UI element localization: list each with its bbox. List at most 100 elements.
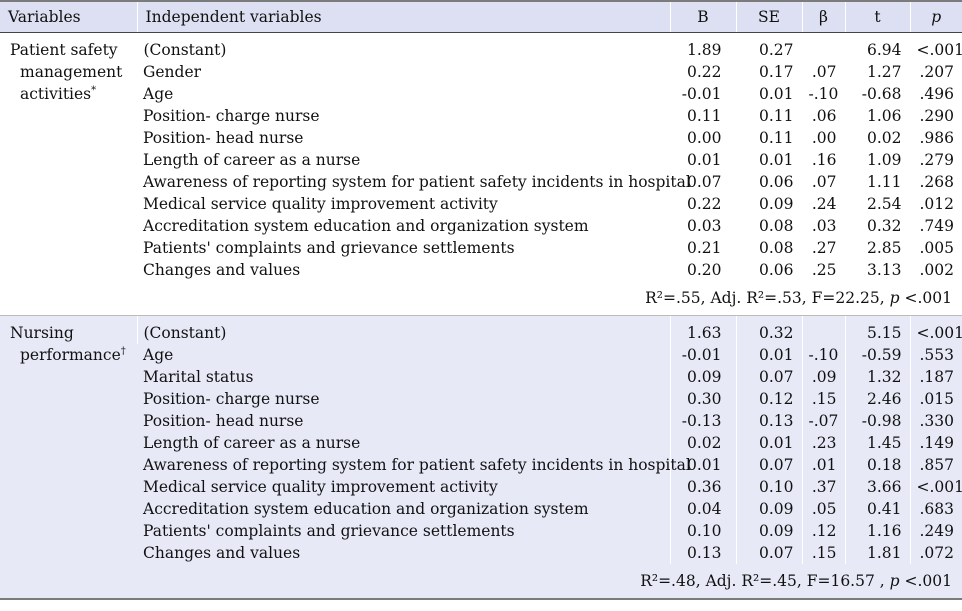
cell-p: .249 [909, 520, 962, 542]
cell-beta: .15 [801, 388, 845, 410]
cell-b: 1.63 [669, 315, 736, 344]
cell-b: 0.36 [669, 476, 736, 498]
cell-se: 0.01 [735, 432, 802, 454]
p-label: p [889, 572, 900, 590]
summary-row: R²=.48, Adj. R²=.45, F=16.57 , p <.001 [0, 564, 962, 599]
cell-variable: Accreditation system education and organ… [143, 217, 589, 235]
cell-variable: (Constant) [136, 32, 670, 61]
table-row: Awareness of reporting system for patien… [0, 454, 962, 476]
cell-t: 0.41 [844, 498, 910, 520]
cell-beta: .09 [801, 366, 845, 388]
cell-p: .012 [909, 193, 962, 215]
table-row: Accreditation system education and organ… [0, 215, 962, 237]
cell-se: 0.11 [735, 127, 802, 149]
table-row: Marital status 0.09 0.07.09 1.32.187 [0, 366, 962, 388]
cell-beta: .00 [801, 127, 845, 149]
cell-se: 0.06 [735, 259, 802, 281]
header-p: p [909, 0, 962, 33]
cell-se: 0.12 [735, 388, 802, 410]
p-label: p [889, 289, 900, 307]
cell-b: -0.13 [669, 410, 736, 432]
cell-b: 0.13 [669, 542, 736, 564]
cell-p: .496 [909, 83, 962, 105]
cell-beta: .07 [801, 61, 845, 83]
cell-t: 6.94 [844, 32, 910, 61]
cell-b: 1.89 [669, 32, 736, 61]
cell-t: 2.46 [844, 388, 910, 410]
cell-beta: .23 [801, 432, 845, 454]
table-row: Patients' complaints and grievance settl… [0, 520, 962, 542]
cell-beta: .07 [801, 171, 845, 193]
header-b: B [669, 0, 736, 33]
cell-b: 0.00 [669, 127, 736, 149]
cell-variable: Awareness of reporting system for patien… [143, 173, 691, 191]
cell-beta [801, 32, 845, 61]
table-row: Position- head nurse 0.00 0.11.00 0.02.986 [0, 127, 962, 149]
table-row: Changes and values 0.20 0.06.25 3.13.002 [0, 259, 962, 281]
cell-t: 2.85 [844, 237, 910, 259]
cell-se: 0.11 [735, 105, 802, 127]
cell-variable: Awareness of reporting system for patien… [143, 456, 691, 474]
cell-p: .002 [909, 259, 962, 281]
cell-p: .986 [909, 127, 962, 149]
cell-variable: Position- head nurse [143, 412, 304, 430]
cell-t: 1.06 [844, 105, 910, 127]
p-value: <.001 [904, 289, 953, 307]
cell-se: 0.01 [735, 344, 802, 366]
cell-se: 0.01 [735, 149, 802, 171]
cell-variable: Medical service quality improvement acti… [143, 195, 498, 213]
cell-beta: .06 [801, 105, 845, 127]
cell-variable: Length of career as a nurse [143, 434, 361, 452]
cell-beta: -.10 [801, 83, 845, 105]
cell-t: 1.16 [844, 520, 910, 542]
cell-se: 0.07 [735, 454, 802, 476]
summary-row: R²=.55, Adj. R²=.53, F=22.25, p <.001 [0, 281, 962, 316]
cell-se: 0.01 [735, 83, 802, 105]
cell-variable: Gender [143, 63, 202, 81]
group-label-mark: * [91, 84, 97, 96]
cell-b: -0.01 [669, 83, 736, 105]
cell-b: -0.01 [669, 344, 736, 366]
cell-beta: .15 [801, 542, 845, 564]
cell-t: 3.66 [844, 476, 910, 498]
cell-t: 3.13 [844, 259, 910, 281]
cell-se: 0.09 [735, 498, 802, 520]
group-label-mark: † [120, 345, 126, 357]
cell-variable: Marital status [143, 368, 254, 386]
cell-variable: Position- charge nurse [143, 390, 320, 408]
cell-p: .268 [909, 171, 962, 193]
cell-beta: .12 [801, 520, 845, 542]
cell-p: .015 [909, 388, 962, 410]
header-se: SE [735, 0, 802, 33]
p-value: <.001 [904, 572, 953, 590]
group-label: Nursing performance† [0, 315, 137, 599]
model-fit: R²=.48, Adj. R²=.45, F=16.57 , [640, 572, 885, 590]
cell-t: 5.15 [844, 315, 910, 344]
cell-se: 0.08 [735, 215, 802, 237]
cell-beta: .05 [801, 498, 845, 520]
model-summary: R²=.55, Adj. R²=.53, F=22.25, p <.001 [137, 281, 962, 316]
group-label-line1: Nursing [10, 324, 74, 342]
cell-b: 0.07 [669, 171, 736, 193]
cell-beta: -.10 [801, 344, 845, 366]
cell-p: .072 [909, 542, 962, 564]
table-row: Medical service quality improvement acti… [0, 476, 962, 498]
cell-p: .749 [909, 215, 962, 237]
table-row: Patients' complaints and grievance settl… [0, 237, 962, 259]
cell-se: 0.09 [735, 193, 802, 215]
cell-beta: .16 [801, 149, 845, 171]
cell-t: 1.45 [844, 432, 910, 454]
table-row: Nursing performance† (Constant) 1.63 0.32 5.1… [0, 315, 962, 599]
cell-se: 0.07 [735, 542, 802, 564]
header-independent: Independent variables [136, 0, 670, 33]
cell-beta: .03 [801, 215, 845, 237]
cell-t: 0.18 [844, 454, 910, 476]
cell-variable: Age [143, 346, 174, 364]
cell-variable: Medical service quality improvement acti… [143, 478, 498, 496]
group-label: Patient safety management activities* [0, 33, 137, 316]
cell-beta: -.07 [801, 410, 845, 432]
table-row: Age -0.01 0.01 -.10 -0.59.553 [0, 344, 962, 366]
cell-p: .149 [909, 432, 962, 454]
cell-variable: Changes and values [143, 544, 301, 562]
